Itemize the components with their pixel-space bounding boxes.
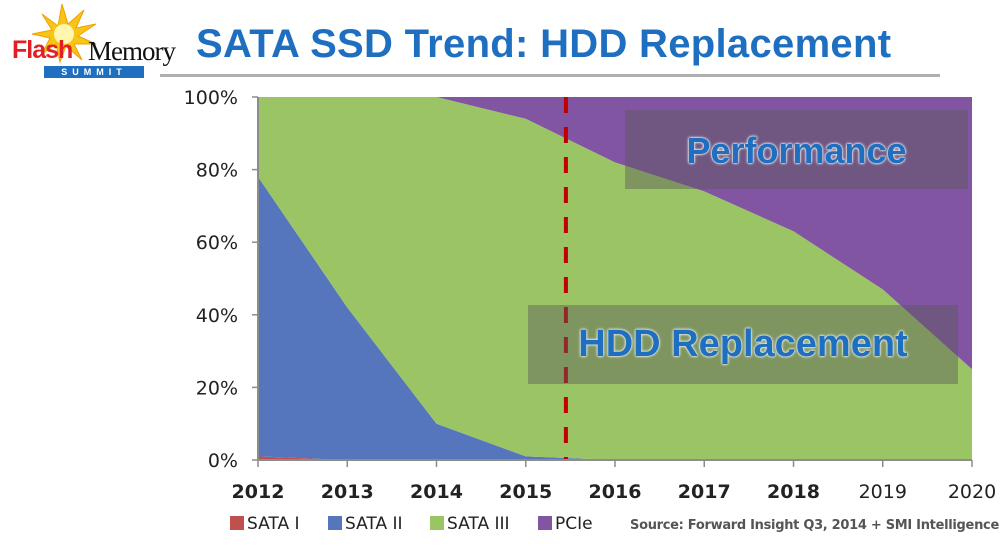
area-pcie: [258, 97, 972, 370]
legend-swatch-sata-ii: [328, 516, 342, 530]
source-note: Source: Forward Insight Q3, 2014 + SMI I…: [630, 518, 999, 533]
area-sata-iii: [258, 97, 972, 460]
x-tick-label: 2015: [499, 481, 552, 503]
x-tick-label: 2012: [232, 481, 285, 503]
x-tick-label: 2014: [410, 481, 463, 503]
x-tick-label: 2019: [859, 481, 907, 503]
sunburst-icon: [31, 3, 97, 64]
x-tick-label: 2020: [948, 481, 996, 503]
x-tick-label: 2016: [589, 481, 642, 503]
legend-label: SATA III: [447, 514, 510, 534]
y-tick-label: 100%: [184, 87, 238, 109]
legend-label: PCIe: [555, 514, 593, 534]
x-axis-ticks: 2012 2013 2014 2015 2016 2017 2018 2019 2020: [232, 460, 996, 503]
flash-memory-summit-logo: Flash Memory SUMMIT: [4, 2, 184, 82]
legend-swatch-sata-i: [230, 516, 244, 530]
y-tick-label: 80%: [196, 160, 238, 182]
y-tick-label: 20%: [196, 377, 238, 399]
y-axis-ticks: 0% 20% 40% 60% 80% 100%: [184, 87, 258, 472]
performance-label: Performance: [686, 130, 907, 171]
title-underline: [160, 74, 940, 77]
x-tick-label: 2013: [321, 481, 374, 503]
area-sata-ii: [258, 176, 972, 461]
x-tick-label: 2017: [678, 481, 731, 503]
y-tick-label: 60%: [196, 232, 238, 254]
y-tick-label: 40%: [196, 305, 238, 327]
logo-flash-text: Flash: [12, 36, 73, 64]
hdd-replacement-callout: HDD Replacement: [528, 305, 958, 384]
legend-swatch-pcie: [538, 516, 552, 530]
page-title: SATA SSD Trend: HDD Replacement: [196, 22, 892, 66]
legend-swatch-sata-iii: [430, 516, 444, 530]
logo-summit-text: SUMMIT: [44, 66, 144, 78]
x-tick-label: 2018: [767, 481, 820, 503]
legend-label: SATA II: [345, 514, 403, 534]
chart-legend: SATA I SATA II SATA III PCIe: [230, 514, 593, 534]
logo-memory-text: Memory: [88, 36, 176, 66]
legend-label: SATA I: [247, 514, 300, 534]
y-tick-label: 0%: [208, 450, 238, 472]
performance-callout: Performance: [625, 110, 968, 189]
hdd-replacement-label: HDD Replacement: [578, 323, 908, 365]
